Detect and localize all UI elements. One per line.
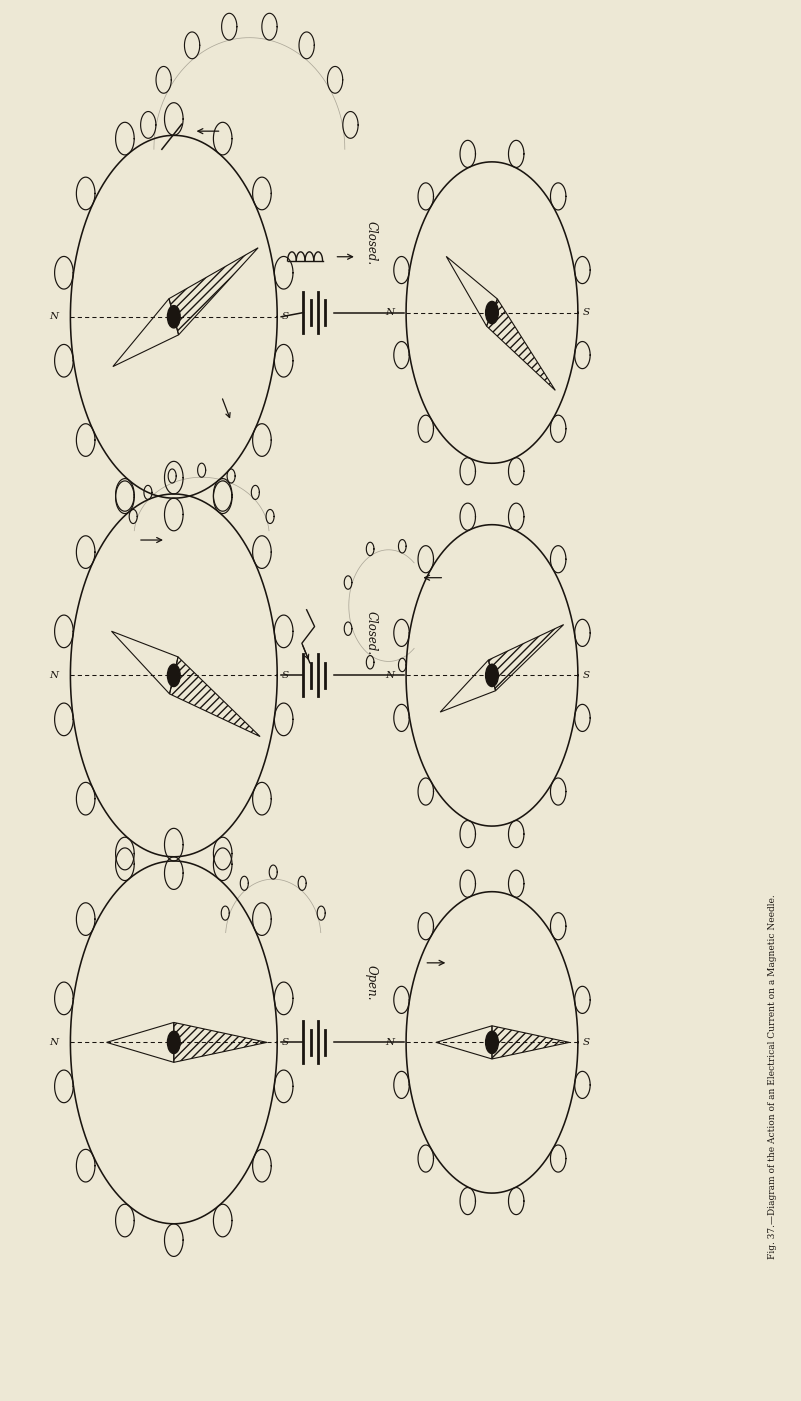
Text: N: N bbox=[50, 671, 58, 679]
Circle shape bbox=[167, 664, 180, 686]
Text: Fig. 37.—Diagram of the Action of an Electrical Current on a Magnetic Needle.: Fig. 37.—Diagram of the Action of an Ele… bbox=[768, 894, 777, 1258]
Circle shape bbox=[485, 1031, 498, 1054]
Text: N: N bbox=[385, 1038, 394, 1047]
Text: Closed.: Closed. bbox=[364, 611, 378, 656]
Text: N: N bbox=[50, 1038, 58, 1047]
Text: N: N bbox=[385, 308, 394, 317]
Text: S: S bbox=[282, 671, 289, 679]
Circle shape bbox=[485, 664, 498, 686]
Text: S: S bbox=[282, 1038, 289, 1047]
Text: N: N bbox=[385, 671, 394, 679]
Circle shape bbox=[485, 301, 498, 324]
Text: N: N bbox=[50, 312, 58, 321]
Text: S: S bbox=[582, 308, 590, 317]
Text: Closed.: Closed. bbox=[364, 221, 378, 265]
Circle shape bbox=[167, 305, 180, 328]
Text: S: S bbox=[582, 671, 590, 679]
Text: S: S bbox=[282, 312, 289, 321]
Circle shape bbox=[167, 1031, 180, 1054]
Text: S: S bbox=[582, 1038, 590, 1047]
Text: Open.: Open. bbox=[364, 965, 378, 1000]
